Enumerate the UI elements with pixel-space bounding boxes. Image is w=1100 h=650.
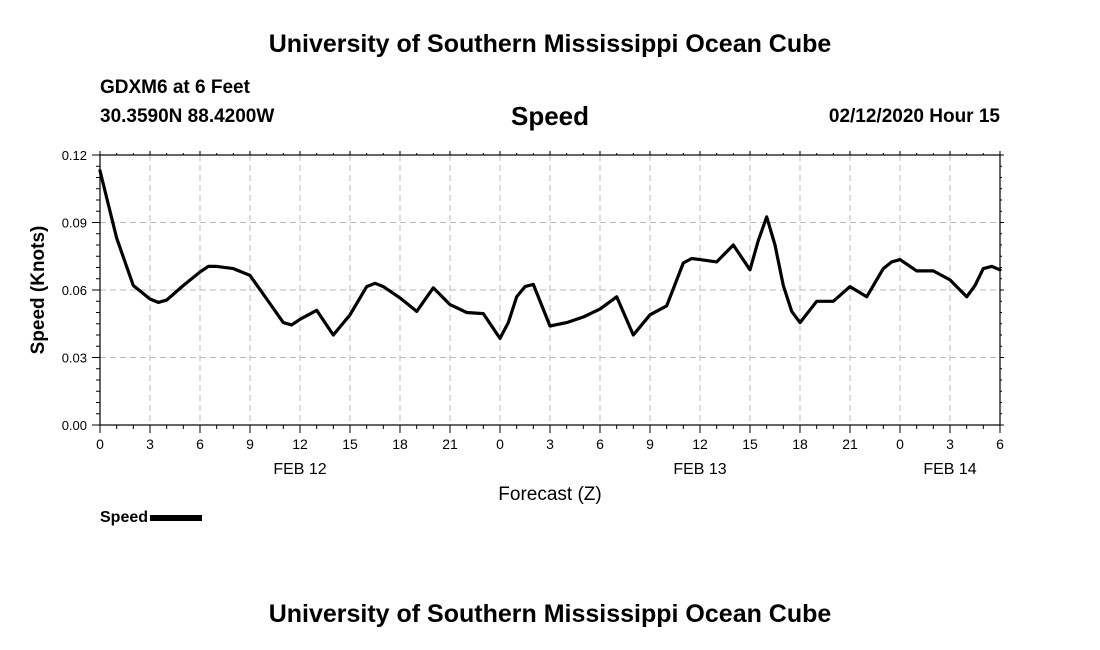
x-tick-label: 12 (292, 436, 308, 452)
x-axis-label: Forecast (Z) (498, 484, 601, 505)
x-tick-label: 0 (896, 436, 904, 452)
y-tick-label: 0.03 (62, 351, 87, 366)
y-tick-label: 0.09 (62, 216, 87, 231)
x-tick-label: 3 (146, 436, 154, 452)
page-title-top: University of Southern Mississippi Ocean… (268, 30, 832, 58)
x-tick-label: 12 (692, 436, 708, 452)
legend: Speed (100, 509, 203, 527)
x-tick-label: 9 (246, 436, 254, 452)
page-title-bottom: University of Southern Mississippi Ocean… (268, 600, 832, 628)
x-tick-label: 6 (196, 436, 204, 452)
x-date-label: FEB 12 (273, 461, 326, 478)
y-axis-label: Speed (Knots) (28, 226, 49, 355)
x-tick-label: 15 (742, 436, 758, 452)
x-tick-label: 9 (646, 436, 654, 452)
x-tick-label: 0 (96, 436, 104, 452)
x-tick-label: 21 (442, 436, 458, 452)
forecast-datetime: 02/12/2020 Hour 15 (828, 106, 1000, 127)
legend-label: Speed (100, 509, 149, 526)
x-tick-label: 21 (842, 436, 858, 452)
x-tick-label: 6 (996, 436, 1004, 452)
x-tick-label: 18 (392, 436, 408, 452)
x-date-label: FEB 13 (673, 461, 726, 478)
y-tick-label: 0.00 (62, 418, 87, 433)
station-coords: 30.3590N 88.4200W (100, 106, 275, 127)
station-label: GDXM6 at 6 Feet (100, 77, 250, 98)
y-tick-label: 0.06 (62, 283, 87, 298)
x-tick-label: 18 (792, 436, 808, 452)
legend-line-swatch (150, 514, 203, 521)
chart-title: Speed (510, 101, 590, 131)
plot-frame (99, 154, 1001, 426)
x-tick-label: 15 (342, 436, 358, 452)
x-tick-label: 3 (946, 436, 954, 452)
x-tick-label: 0 (496, 436, 504, 452)
y-tick-label: 0.12 (62, 148, 87, 163)
x-tick-label: 6 (596, 436, 604, 452)
series-line-speed (98, 169, 1002, 340)
x-tick-label: 3 (546, 436, 554, 452)
x-date-label: FEB 14 (923, 461, 976, 478)
